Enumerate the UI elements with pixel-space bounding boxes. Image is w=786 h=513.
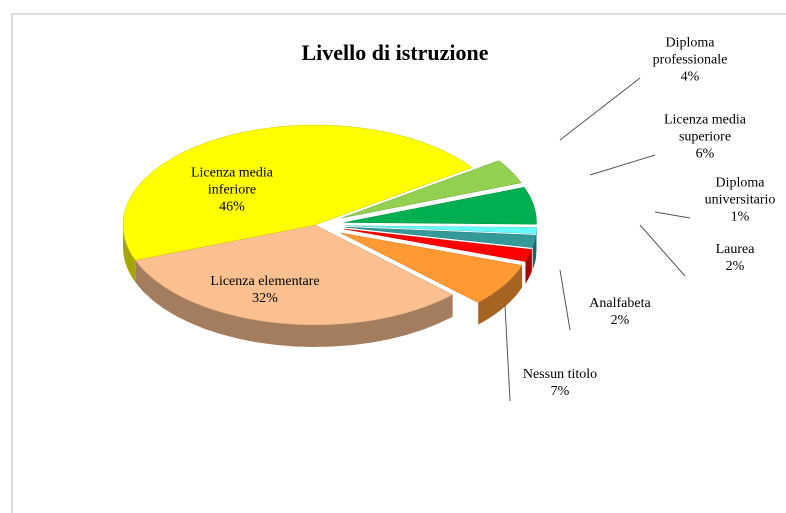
slice-side xyxy=(123,225,136,283)
pie-slice xyxy=(341,160,522,219)
leader-line xyxy=(639,224,686,277)
data-label: Diploma universitario 1% xyxy=(680,175,786,226)
data-label: Diploma professionale 4% xyxy=(630,35,750,86)
slice-side xyxy=(478,265,523,325)
category-label: Analfabeta xyxy=(589,296,651,311)
data-label: Licenza media inferiore 46% xyxy=(172,165,292,216)
slice xyxy=(343,228,533,284)
category-label: Laurea xyxy=(715,242,755,257)
pie-slice xyxy=(340,232,523,303)
slice xyxy=(341,160,522,219)
pie-slice xyxy=(122,124,473,261)
value-label: 2% xyxy=(610,313,630,328)
data-label: Licenza media superiore 6% xyxy=(645,112,765,163)
value-label: 32% xyxy=(252,291,278,306)
slice-side xyxy=(525,249,532,284)
leader-line xyxy=(589,154,656,176)
value-label: 2% xyxy=(725,259,745,274)
leader-line xyxy=(654,211,691,219)
category-label: Diploma professionale xyxy=(652,35,728,68)
slice xyxy=(134,224,454,347)
slice xyxy=(344,226,537,270)
value-label: 6% xyxy=(695,146,715,162)
leader-line xyxy=(559,269,571,331)
pie-slice xyxy=(344,186,537,225)
slice-side xyxy=(135,260,453,347)
slice xyxy=(122,124,473,283)
slice-side xyxy=(532,235,537,270)
leader-line xyxy=(504,304,511,402)
value-label: 1% xyxy=(730,209,750,225)
pie-slice xyxy=(134,224,454,326)
value-label: 4% xyxy=(680,69,700,85)
pie-slice xyxy=(343,228,533,262)
pie-slice xyxy=(344,225,538,235)
value-label: 46% xyxy=(219,199,245,215)
slice xyxy=(340,232,523,325)
data-label: Analfabeta 2% xyxy=(560,295,680,329)
category-label: Nessun titolo xyxy=(522,367,598,382)
category-label: Licenza media superiore xyxy=(663,112,746,145)
leader-line xyxy=(559,77,641,141)
data-label: Laurea 2% xyxy=(675,241,786,275)
value-label: 7% xyxy=(550,384,570,399)
slice-side xyxy=(536,227,537,256)
category-label: Licenza media inferiore xyxy=(190,165,273,198)
chart-title: Livello di istruzione xyxy=(302,40,489,65)
data-label: Licenza elementare 32% xyxy=(205,273,325,307)
pie-slice xyxy=(344,226,537,248)
category-label: Diploma universitario xyxy=(704,175,776,208)
slice xyxy=(344,225,538,256)
category-label: Licenza elementare xyxy=(210,274,320,289)
data-label: Nessun titolo 7% xyxy=(500,366,620,400)
